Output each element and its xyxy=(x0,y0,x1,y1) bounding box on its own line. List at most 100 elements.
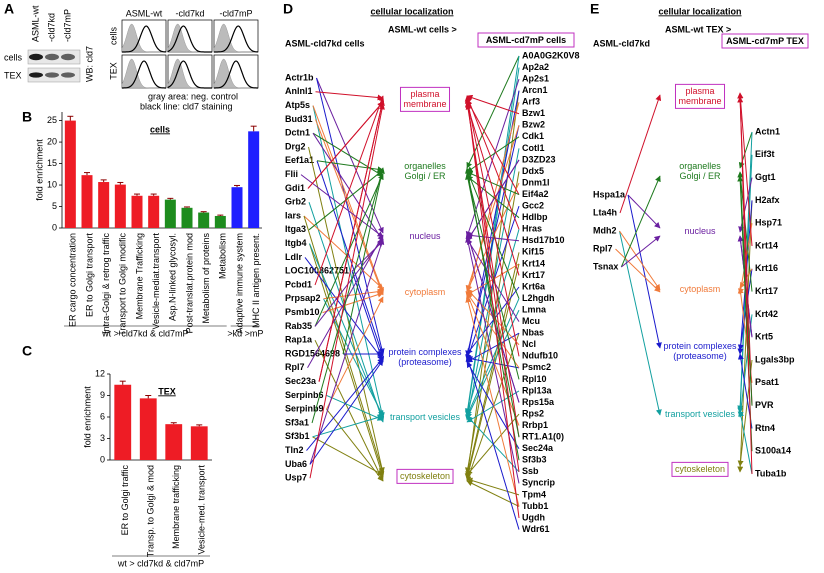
y-axis-label: fold enrichment xyxy=(82,386,92,448)
compartment-line: protein complexes xyxy=(388,347,462,357)
right-header: ASML-cd7mP TEX xyxy=(726,36,804,46)
localization-arrow xyxy=(738,410,753,475)
localization-arrow xyxy=(737,171,753,292)
compartment-label: cytoskeleton xyxy=(675,464,725,474)
localization-arrow xyxy=(466,159,520,242)
flow-staining xyxy=(167,60,212,89)
y-tick-label: 12 xyxy=(95,368,105,378)
localization-arrow xyxy=(466,477,520,496)
localization-arrow xyxy=(315,91,384,101)
chart-title: cells xyxy=(150,124,170,134)
compartment-box xyxy=(396,468,454,484)
blot-lane-label: -cld7mP xyxy=(62,9,72,42)
localization-arrow xyxy=(314,95,384,286)
x-tick-label: Vesicle-med. transport xyxy=(197,465,207,555)
localization-arrow xyxy=(465,97,520,357)
blot-row-label: cells xyxy=(4,52,23,62)
compartment-line: nucleus xyxy=(684,226,716,236)
localization-arrow xyxy=(737,92,753,247)
localization-arrow xyxy=(466,356,520,369)
localization-arrow xyxy=(318,99,385,382)
localization-arrow xyxy=(300,174,384,238)
gene-label: L2hgdh xyxy=(522,293,555,303)
x-tick-label: Vesicle-mediat.transport xyxy=(151,233,161,330)
blot-band xyxy=(29,72,43,78)
localization-arrow xyxy=(326,408,384,482)
localization-arrow xyxy=(466,332,520,363)
flow-legend: gray area: neg. control xyxy=(148,91,238,101)
localization-arrow xyxy=(464,95,520,519)
compartment-label: cytoplasm xyxy=(680,284,721,294)
localization-arrow xyxy=(465,296,520,507)
localization-arrow xyxy=(619,230,661,291)
gene-label: Sec23a xyxy=(285,376,317,386)
left-header: ASML-cld7kd cells xyxy=(285,38,365,48)
compartment-label: organelles Golgi / ER xyxy=(404,161,446,181)
y-tick-label: 9 xyxy=(100,390,105,400)
compartment-label: cytoskeleton xyxy=(400,471,450,481)
blot-band xyxy=(61,72,75,78)
gene-label: Krt14 xyxy=(755,240,778,250)
gene-label: Lta4h xyxy=(593,207,617,217)
gene-label: Rpl7 xyxy=(593,243,613,253)
compartment-line: cytoskeleton xyxy=(400,471,450,481)
gene-label: Prpsap2 xyxy=(285,293,321,303)
y-tick-label: 15 xyxy=(47,158,57,168)
panel-label: D xyxy=(283,1,293,17)
localization-arrow xyxy=(466,361,520,449)
localization-arrow xyxy=(465,125,520,357)
localization-arrow xyxy=(464,97,520,472)
gene-label: Hspa1a xyxy=(593,189,626,199)
group-label: >kd >mP xyxy=(227,328,263,338)
gene-label: Wdr61 xyxy=(522,524,550,534)
blot-band xyxy=(45,72,59,78)
localization-arrow xyxy=(312,132,384,242)
compartment-line: plasma xyxy=(685,86,714,96)
gene-label: Arcn1 xyxy=(522,85,548,95)
blot-row-label: TEX xyxy=(4,70,22,80)
compartment-line: cytoplasm xyxy=(680,284,721,294)
flow-legend: black line: cld7 staining xyxy=(140,101,233,111)
gene-label: Eef1a1 xyxy=(285,155,314,165)
flow-staining xyxy=(122,60,166,89)
localization-arrow xyxy=(465,355,520,530)
flow-neg-control xyxy=(213,58,258,89)
blot-antibody: WB: cld7 xyxy=(84,46,94,82)
compartment-box xyxy=(671,461,729,477)
bar xyxy=(248,131,260,228)
localization-arrow xyxy=(737,314,753,418)
localization-arrow xyxy=(314,339,384,482)
gene-label: Dnm1l xyxy=(522,177,550,187)
bar xyxy=(181,207,193,228)
localization-arrow xyxy=(303,215,384,290)
compartment-box xyxy=(399,86,451,112)
compartment-line: organelles xyxy=(404,161,446,171)
flow-neg-control xyxy=(121,23,166,53)
localization-arrow xyxy=(309,359,384,465)
gene-label: S100a14 xyxy=(755,446,791,456)
gene-label: Sf3b1 xyxy=(285,431,310,441)
gene-label: Ldlr xyxy=(285,252,302,262)
gene-label: Kif15 xyxy=(522,247,544,257)
localization-arrow xyxy=(627,194,661,229)
localization-arrow xyxy=(466,238,520,322)
gene-label: Rps2 xyxy=(522,408,544,418)
gene-label: Rpl7 xyxy=(285,362,305,372)
gene-label: Itga3 xyxy=(285,224,306,234)
localization-arrow xyxy=(323,288,384,300)
header-box xyxy=(477,32,575,48)
gene-label: Tubb1 xyxy=(522,501,548,511)
blot-lane-label: ASML-wt xyxy=(30,5,40,42)
bar xyxy=(114,384,132,460)
y-tick-label: 0 xyxy=(52,222,57,232)
flow-staining xyxy=(167,25,212,53)
y-tick-label: 6 xyxy=(100,411,105,421)
gene-label: Rtn4 xyxy=(755,423,775,433)
localization-arrow xyxy=(465,263,520,480)
blot-band xyxy=(29,53,43,61)
compartment-label: organelles Golgi / ER xyxy=(679,161,721,181)
gene-label: Uba6 xyxy=(285,459,307,469)
localization-arrow xyxy=(619,94,662,214)
localization-arrow xyxy=(615,248,661,293)
localization-arrow xyxy=(303,215,385,474)
